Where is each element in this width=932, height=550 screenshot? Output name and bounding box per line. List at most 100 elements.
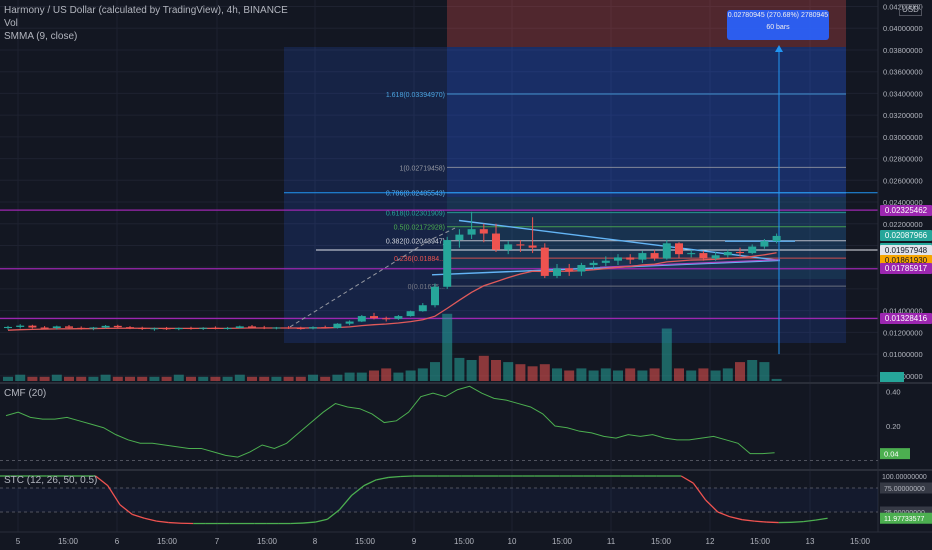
stc-segment	[803, 519, 816, 523]
candle-body	[528, 245, 537, 248]
volume-bar	[247, 376, 257, 381]
measure-tooltip: 0.02780945 (270.68%) 2780945 60 bars	[727, 10, 829, 40]
candle-body	[626, 257, 635, 260]
volume-bar	[344, 372, 355, 381]
price-axis-label: 0.02600000	[883, 176, 923, 185]
volume-tag	[880, 372, 904, 382]
candle-body	[138, 328, 147, 330]
price-axis-label: 0.01000000	[883, 350, 923, 359]
candle-body	[52, 326, 61, 329]
vol-label: Vol	[4, 18, 18, 29]
volume-bar	[137, 376, 148, 381]
candle-body	[650, 253, 659, 259]
volume-bar	[39, 376, 50, 381]
time-axis-label: 11	[607, 537, 616, 546]
candle-body	[101, 325, 110, 328]
candle-body	[577, 265, 586, 272]
candle-body	[223, 328, 232, 330]
fib-label: 1.618(0.03394970)	[386, 92, 445, 99]
stc-segment	[132, 513, 145, 519]
volume-bar	[491, 360, 501, 381]
price-axis-label: 0.03400000	[883, 89, 923, 98]
cmf-line	[5, 385, 775, 458]
candle-body	[321, 327, 330, 329]
volume-bar	[564, 370, 575, 381]
cmf-value: 0.04	[884, 450, 899, 459]
volume-bar	[552, 368, 562, 381]
price-axis-label: 0.02400000	[883, 198, 923, 207]
stc-segment	[376, 476, 389, 481]
volume-bar	[478, 355, 489, 381]
stc-segment	[790, 520, 804, 523]
volume-bar	[405, 370, 416, 381]
volume-bar	[259, 376, 270, 381]
stc-segment	[363, 479, 377, 487]
price-tag: 0.01328416	[880, 312, 932, 324]
candle-body	[187, 328, 195, 330]
candle-body	[126, 327, 134, 329]
candle-body	[504, 244, 513, 250]
cmf-label: CMF (20)	[4, 388, 47, 399]
price-axis-label: 0.01400000	[883, 307, 923, 316]
candle-body	[260, 327, 269, 329]
volume-bar	[503, 362, 514, 381]
candle-body	[333, 323, 342, 329]
price-tag: 0.01785917	[880, 263, 932, 275]
time-axis-label: 15:00	[850, 537, 871, 546]
fib-label: 0.382(0.02043947)	[386, 239, 445, 246]
stc-segment	[119, 504, 133, 515]
volume-bar	[76, 376, 87, 381]
fib-label: 0.236(0.01884...	[394, 256, 445, 263]
candle-body	[443, 240, 452, 287]
fib-label: 0(0.01625...	[408, 284, 445, 291]
stc-axis-label: 75.00000000	[884, 486, 925, 493]
volume-bar	[234, 374, 245, 381]
volume-bar	[222, 376, 233, 381]
stc-segment	[302, 521, 316, 524]
grid-lines	[0, 0, 878, 532]
candle-body	[382, 318, 391, 320]
currency-label[interactable]: USD	[899, 4, 922, 16]
volume-bar	[637, 370, 648, 381]
candle-body	[272, 327, 281, 329]
smma-label: SMMA (9, close)	[4, 31, 78, 42]
volume-bar	[539, 364, 550, 381]
price-axis-label: 0.01200000	[883, 328, 923, 337]
candle-body	[113, 325, 122, 328]
time-axis-label: 9	[412, 537, 417, 546]
stc-segment	[144, 517, 157, 522]
projection-dashed	[289, 227, 456, 328]
candle-body	[467, 229, 476, 235]
stc-segment	[315, 518, 328, 523]
stc-segment	[156, 520, 169, 524]
stc-level-tag	[880, 506, 932, 518]
candle-body	[565, 268, 574, 272]
candle-body	[211, 327, 220, 329]
stc-label: STC (12, 26, 50, 0.5)	[4, 475, 98, 486]
cmf-value-tag	[880, 448, 910, 460]
time-axis-label: 15:00	[58, 537, 79, 546]
candle-body	[150, 328, 159, 330]
stc-segment	[351, 485, 365, 496]
candle-body	[394, 316, 403, 319]
price-axis-label: 0.03600000	[883, 68, 923, 77]
volume-bar	[576, 368, 587, 381]
candle-body	[296, 328, 305, 330]
fib-area-upper	[447, 47, 846, 197]
price-tag: 0.02325462	[880, 204, 932, 216]
measure-arrowhead	[775, 45, 783, 52]
price-tag: 0.01861930	[880, 254, 932, 266]
candle-body	[248, 326, 256, 328]
smma-line	[7, 252, 777, 331]
candle-body	[77, 327, 86, 329]
volume-bar	[527, 366, 538, 381]
volume-bar	[27, 376, 38, 381]
time-axis-label: 15:00	[750, 537, 771, 546]
volume-bar	[161, 376, 172, 381]
stc-segment	[388, 475, 401, 479]
time-axis-label: 15:00	[651, 537, 672, 546]
candle-body	[553, 268, 561, 276]
candle-body	[748, 246, 757, 254]
symbol-title: Harmony / US Dollar (calculated by Tradi…	[4, 5, 288, 16]
